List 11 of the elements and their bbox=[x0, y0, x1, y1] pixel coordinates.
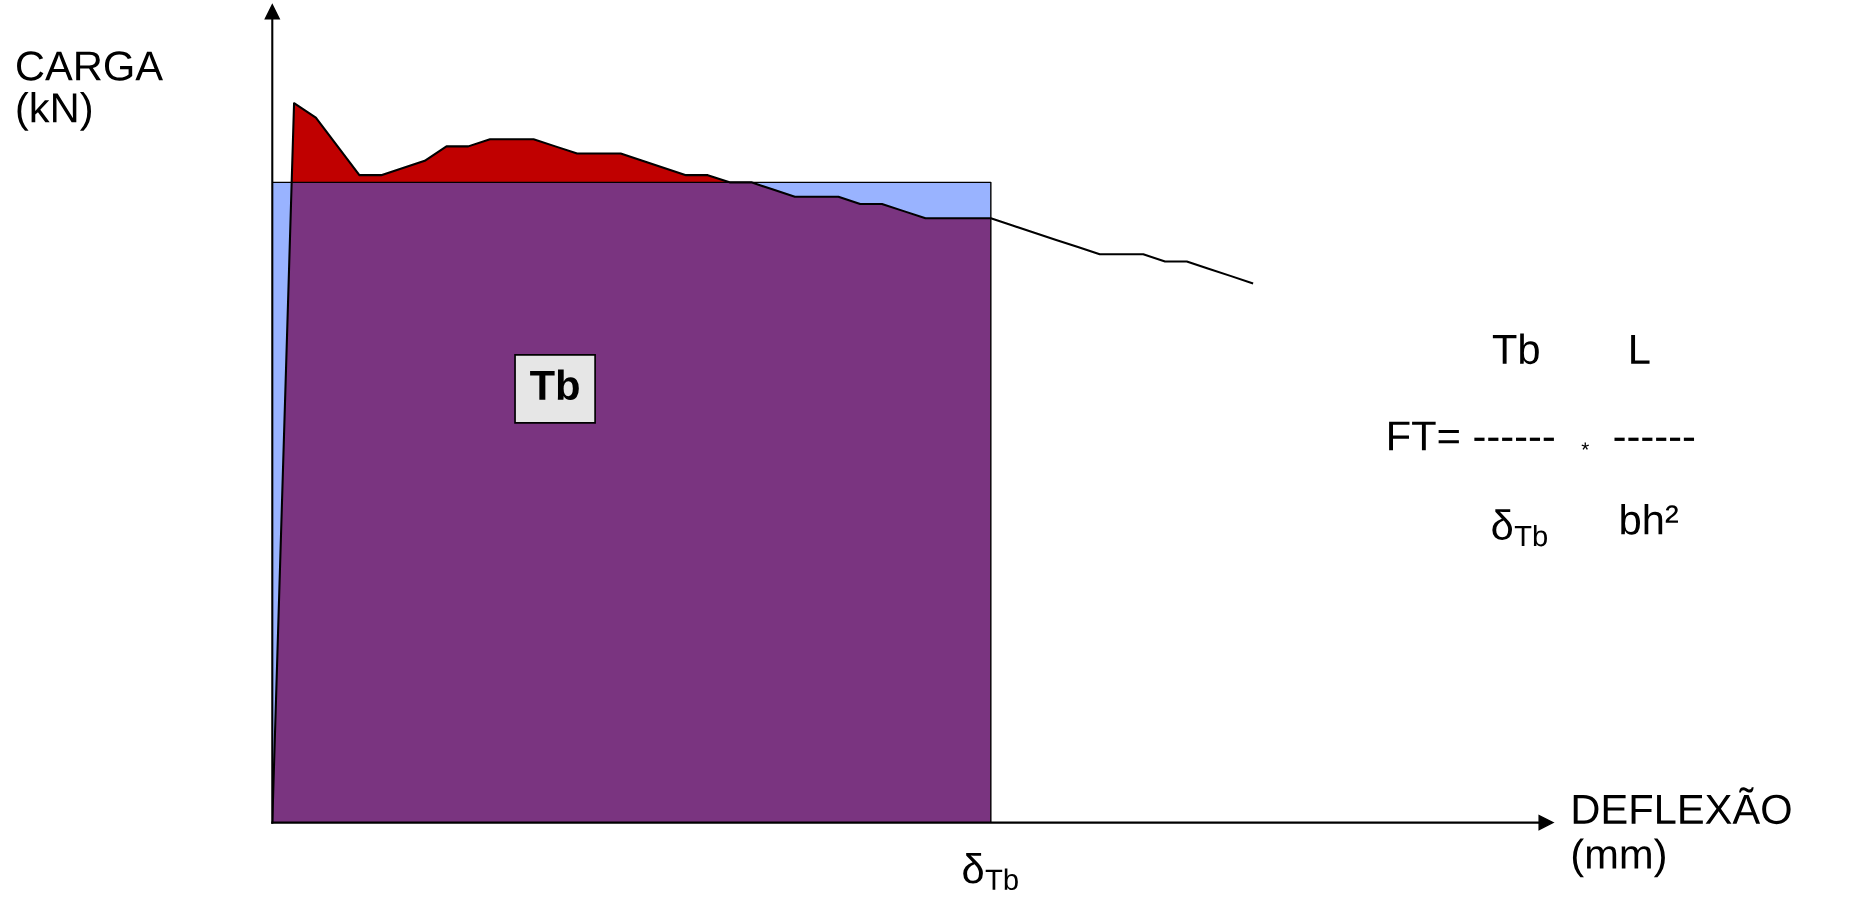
text: * bbox=[1581, 442, 1589, 450]
text: Tb bbox=[1492, 333, 1539, 365]
annotation: Tb bbox=[530, 369, 579, 401]
text: L bbox=[1631, 335, 1650, 364]
text: bh² bbox=[1621, 504, 1678, 535]
text: ------ bbox=[1614, 437, 1695, 441]
text: δ$_{Tb}$ bbox=[963, 852, 1018, 891]
text: δ$_{Tb}$ bbox=[1492, 509, 1547, 547]
text: FT= ------ bbox=[1389, 421, 1554, 451]
text: DEFLEXÃO (mm) bbox=[1572, 787, 1791, 878]
y-axis-title: CARGA (kN) bbox=[17, 51, 164, 131]
